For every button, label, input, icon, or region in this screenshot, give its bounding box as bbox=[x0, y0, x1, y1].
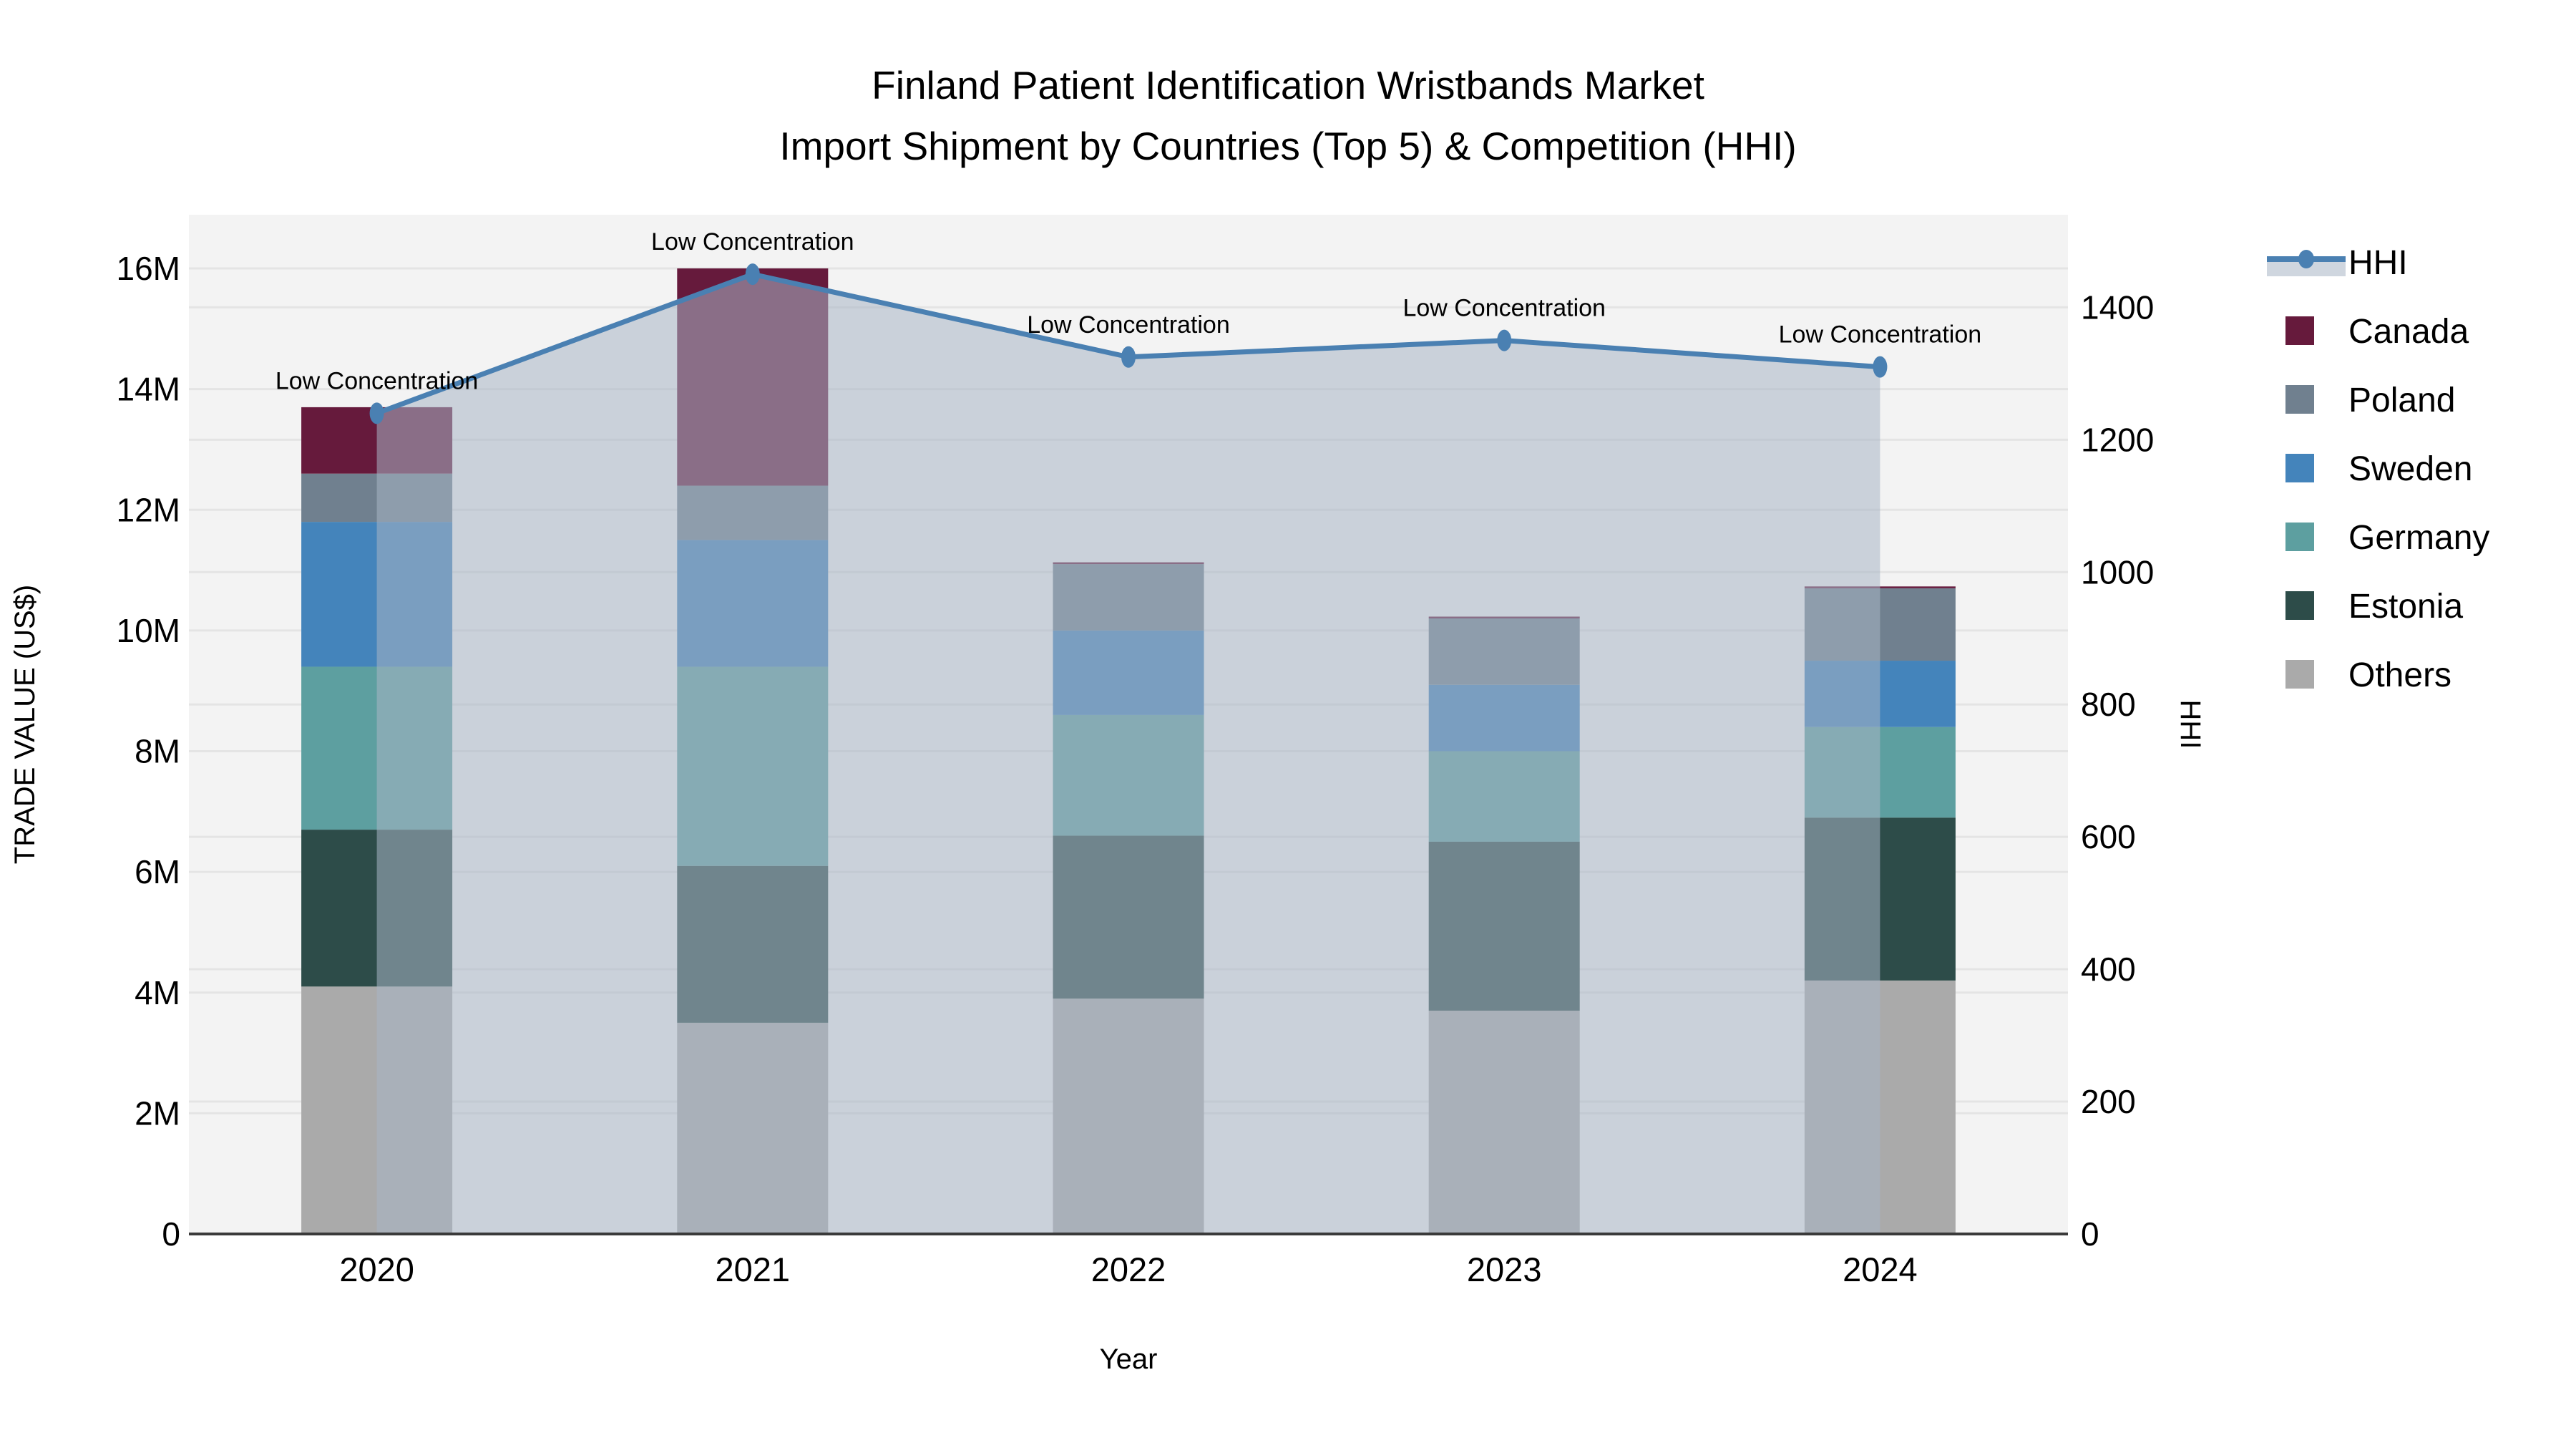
y-left-tick-label: 14M bbox=[117, 371, 180, 408]
legend-label-hhi: HHI bbox=[2348, 244, 2408, 282]
legend-label-others: Others bbox=[2348, 656, 2451, 694]
x-axis-title: Year bbox=[1100, 1343, 1158, 1375]
legend-item-others[interactable]: Others bbox=[2285, 656, 2451, 694]
y-right-tick-label: 800 bbox=[2081, 686, 2136, 723]
legend-label-germany: Germany bbox=[2348, 519, 2489, 557]
y-left-tick-label: 10M bbox=[117, 612, 180, 649]
y-left-tick-label: 8M bbox=[135, 733, 180, 770]
hhi-overlay-group bbox=[189, 263, 2068, 1235]
x-tick-label-2022: 2022 bbox=[1091, 1250, 1166, 1288]
hhi-marker-2022[interactable] bbox=[1121, 346, 1136, 368]
x-tick-label-2024: 2024 bbox=[1843, 1250, 1918, 1288]
annotation-low-concentration-2021: Low Concentration bbox=[651, 228, 854, 256]
y-right-tick-label: 600 bbox=[2081, 818, 2136, 855]
legend-swatch-sweden bbox=[2285, 454, 2314, 482]
y-right-tick-label: 200 bbox=[2081, 1083, 2136, 1120]
hhi-marker-2023[interactable] bbox=[1497, 329, 1512, 351]
hhi-area-fill bbox=[376, 274, 1880, 1234]
y-left-tick-label: 16M bbox=[117, 250, 180, 287]
hhi-marker-2024[interactable] bbox=[1873, 356, 1888, 378]
legend-swatch-poland bbox=[2285, 385, 2314, 414]
legend-item-estonia[interactable]: Estonia bbox=[2285, 588, 2463, 626]
chart-title-line2: Import Shipment by Countries (Top 5) & C… bbox=[779, 124, 1796, 168]
annotation-low-concentration-2020: Low Concentration bbox=[275, 367, 479, 394]
legend: HHI Canada Poland Sweden Germany Estonia Other… bbox=[2267, 244, 2489, 694]
x-tick-label-2020: 2020 bbox=[339, 1250, 414, 1288]
legend-hhi-marker-sample bbox=[2298, 250, 2314, 268]
legend-swatch-canada bbox=[2285, 316, 2314, 345]
legend-label-estonia: Estonia bbox=[2348, 588, 2463, 626]
legend-label-sweden: Sweden bbox=[2348, 450, 2472, 488]
x-tick-label-2021: 2021 bbox=[716, 1250, 791, 1288]
y-right-tick-label: 400 bbox=[2081, 951, 2136, 988]
annotation-low-concentration-2024: Low Concentration bbox=[1779, 321, 1982, 349]
legend-swatch-estonia bbox=[2285, 591, 2314, 620]
hhi-marker-2020[interactable] bbox=[369, 402, 384, 424]
annotation-low-concentration-2022: Low Concentration bbox=[1027, 311, 1230, 339]
annotation-low-concentration-2023: Low Concentration bbox=[1402, 295, 1606, 322]
legend-item-canada[interactable]: Canada bbox=[2285, 313, 2469, 351]
y-left-tick-label: 12M bbox=[117, 491, 180, 528]
y-left-tick-label: 2M bbox=[135, 1094, 180, 1132]
y-left-axis-title: TRADE VALUE (US$) bbox=[9, 585, 41, 864]
legend-item-germany[interactable]: Germany bbox=[2285, 519, 2489, 557]
y-left-tick-label: 6M bbox=[135, 853, 180, 890]
legend-label-canada: Canada bbox=[2348, 313, 2469, 351]
legend-item-hhi[interactable]: HHI bbox=[2267, 244, 2408, 282]
legend-swatch-germany bbox=[2285, 523, 2314, 551]
legend-item-sweden[interactable]: Sweden bbox=[2285, 450, 2472, 488]
axis-labels-group: 0 2M 4M 6M 8M 10M 12M 14M 16M 0 200 400 600 800 1000 12… bbox=[117, 250, 2155, 1288]
legend-swatch-others bbox=[2285, 660, 2314, 689]
hhi-marker-2021[interactable] bbox=[745, 263, 760, 286]
y-right-axis-title: HHI bbox=[2175, 700, 2206, 749]
y-right-tick-label: 0 bbox=[2081, 1215, 2099, 1253]
y-right-tick-label: 1200 bbox=[2081, 421, 2154, 458]
y-right-tick-label: 1400 bbox=[2081, 288, 2154, 326]
annotations-group: Low Concentration Low Concentration Low Co… bbox=[275, 228, 1981, 394]
y-left-tick-label: 0 bbox=[162, 1215, 180, 1253]
x-tick-label-2023: 2023 bbox=[1467, 1250, 1542, 1288]
legend-item-poland[interactable]: Poland bbox=[2285, 382, 2455, 419]
y-right-tick-label: 1000 bbox=[2081, 553, 2154, 591]
y-left-tick-label: 4M bbox=[135, 974, 180, 1011]
chart-title-line1: Finland Patient Identification Wristband… bbox=[872, 63, 1704, 107]
legend-label-poland: Poland bbox=[2348, 382, 2455, 419]
